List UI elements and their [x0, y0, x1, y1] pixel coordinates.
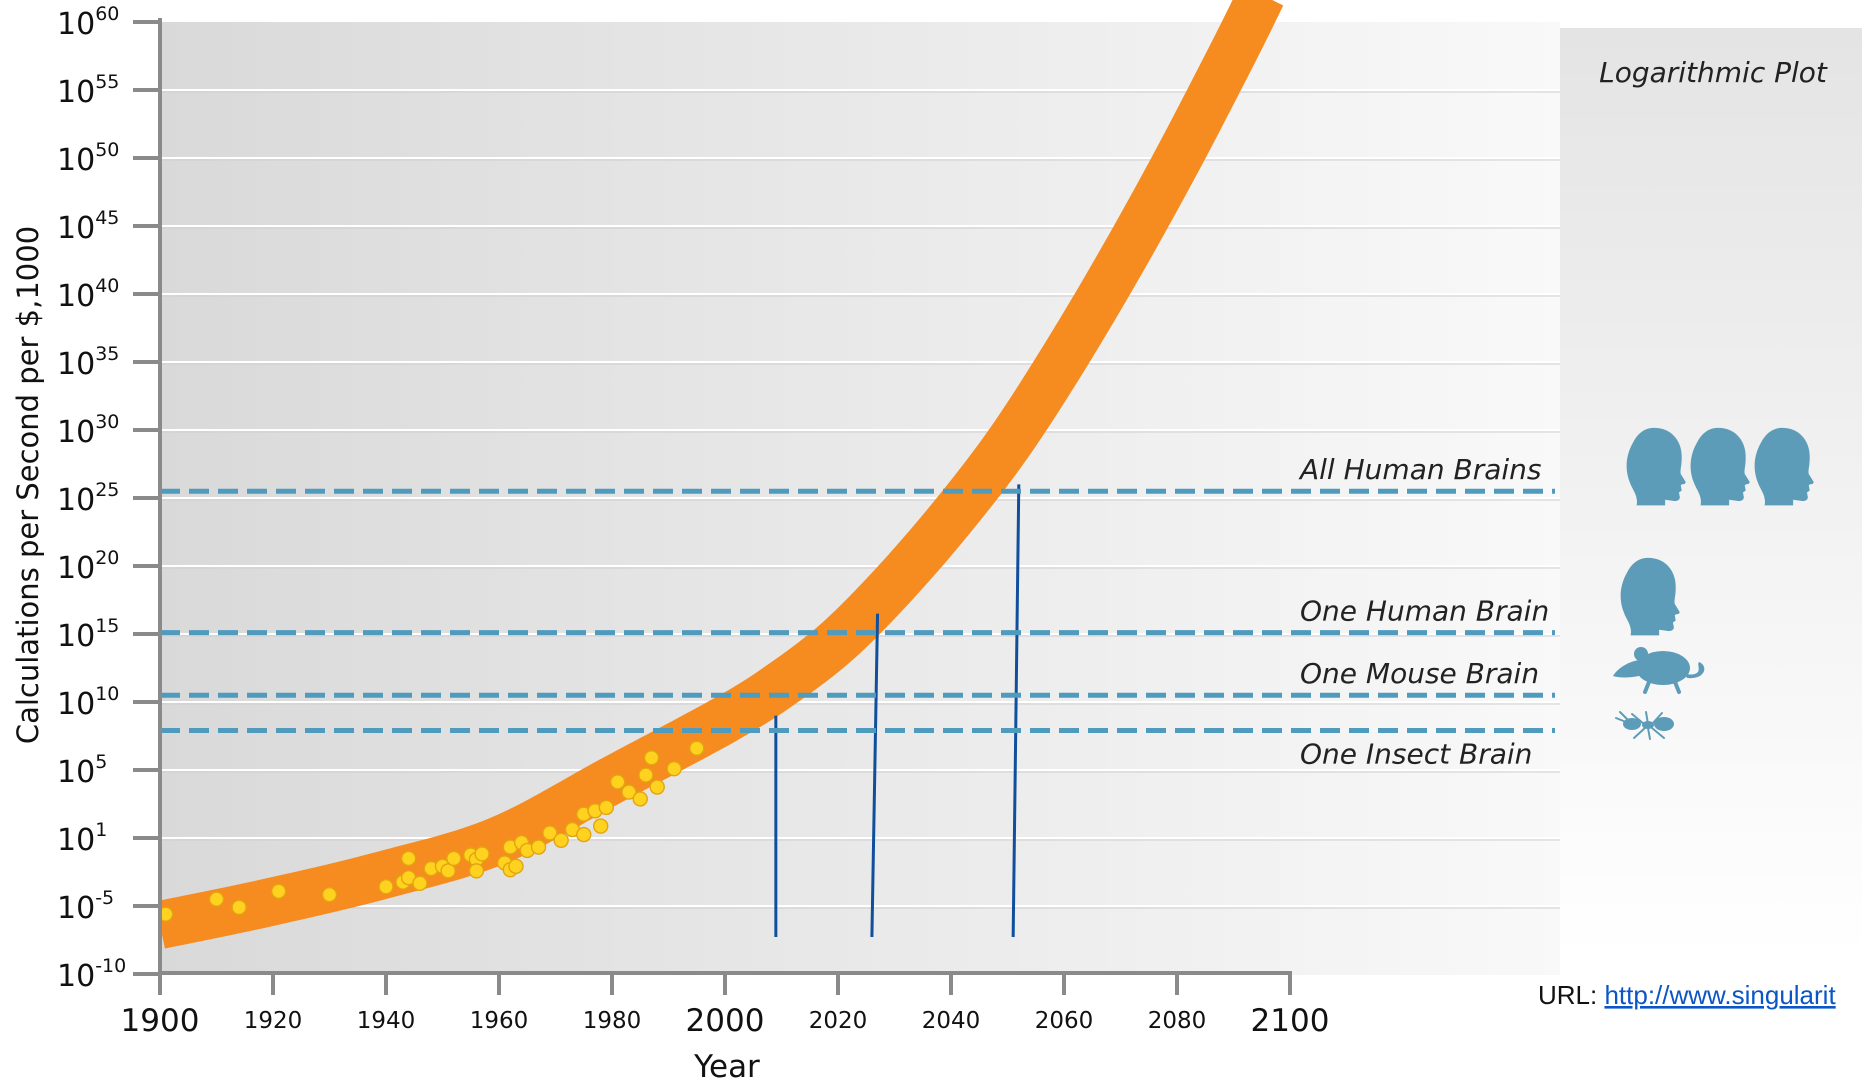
y-tick-label: 1040: [57, 275, 119, 314]
x-tick-label: 2080: [1148, 1008, 1207, 1034]
axes: [133, 18, 1292, 995]
y-tick-label: 10-5: [57, 887, 114, 926]
data-point: [208, 891, 225, 907]
x-axis-label: Year: [693, 1049, 760, 1084]
y-tick-label: 1045: [57, 207, 119, 246]
data-points: [157, 740, 705, 922]
data-point: [632, 791, 648, 807]
y-axis-label: Calculations per Second per $,1000: [11, 226, 45, 744]
x-tick-label: 2040: [922, 1008, 981, 1034]
data-point: [270, 883, 287, 899]
threshold-label: One Insect Brain: [1300, 738, 1532, 771]
y-tick-label: 1060: [57, 3, 119, 42]
data-point: [468, 863, 485, 879]
data-point: [440, 863, 456, 879]
threshold-label: One Mouse Brain: [1300, 657, 1539, 690]
y-tick-label: 1030: [57, 411, 119, 450]
data-point: [412, 875, 428, 892]
data-point: [593, 818, 609, 834]
data-point: [378, 879, 394, 895]
y-tick-label: 1020: [57, 547, 119, 586]
data-point: [400, 850, 417, 867]
data-point: [508, 858, 524, 875]
data-point: [666, 760, 682, 777]
y-tick-label: 1015: [57, 615, 119, 654]
threshold-label: All Human Brains: [1298, 453, 1542, 486]
data-point: [542, 825, 558, 841]
y-tick-labels: 1060 1055 1050 1045 1040 1035 1030 1025 1020 1015…: [57, 3, 126, 994]
data-point: [649, 779, 665, 795]
x-tick-labels: 1900 1920 1940 1960 1980 2000 2020 2040 2060 2080…: [121, 1003, 1330, 1039]
y-tick-label: 1035: [57, 343, 119, 382]
y-tick-label: 1055: [57, 71, 119, 110]
x-tick-label: 1940: [357, 1008, 416, 1034]
data-point: [689, 740, 705, 756]
human-head-icon: [1620, 557, 1680, 636]
data-point: [231, 899, 247, 916]
data-point: [474, 846, 490, 862]
x-tick-label: 1920: [244, 1008, 303, 1034]
milestone-line: [870, 613, 880, 938]
data-point: [321, 886, 338, 903]
y-tick-label: 101: [57, 819, 107, 858]
data-point: [621, 784, 637, 800]
brain-icons: [1613, 427, 1814, 740]
data-point: [638, 767, 654, 783]
y-tick-label: 105: [57, 751, 107, 790]
data-point: [598, 799, 615, 816]
panel-title: Logarithmic Plot: [1599, 56, 1828, 89]
human-head-icon: [1690, 427, 1750, 506]
url-footer: URL: http://www.singularit: [1538, 980, 1836, 1010]
ant-icon: [1615, 711, 1674, 740]
y-tick-label: 1050: [57, 139, 119, 178]
url-link[interactable]: http://www.singularit: [1604, 980, 1836, 1010]
milestone-lines: [774, 484, 1021, 938]
x-tick-label: 1900: [121, 1003, 200, 1039]
y-tick-label: 10-10: [57, 955, 126, 994]
x-tick-label: 2060: [1035, 1008, 1094, 1034]
data-point: [446, 850, 462, 867]
threshold-lines: All Human Brains One Human Brain One Mouse…: [160, 453, 1555, 771]
human-head-icon: [1626, 427, 1686, 506]
url-prefix: URL:: [1538, 980, 1604, 1010]
x-tick-label: 1980: [583, 1008, 642, 1034]
data-point: [553, 832, 569, 848]
y-tick-label: 1025: [57, 479, 119, 518]
x-tick-label: 2100: [1251, 1003, 1330, 1039]
mouse-icon: [1613, 647, 1705, 694]
data-point: [576, 826, 592, 843]
y-tick-label: 1010: [57, 683, 119, 722]
x-tick-label: 2000: [686, 1003, 765, 1039]
x-tick-label: 2020: [809, 1008, 868, 1034]
threshold-label: One Human Brain: [1300, 595, 1549, 628]
data-point: [609, 774, 626, 790]
milestone-line: [1011, 484, 1021, 938]
data-point: [643, 750, 660, 766]
x-tick-label: 1960: [470, 1008, 529, 1034]
human-head-icon: [1754, 427, 1814, 506]
data-point: [530, 839, 547, 855]
